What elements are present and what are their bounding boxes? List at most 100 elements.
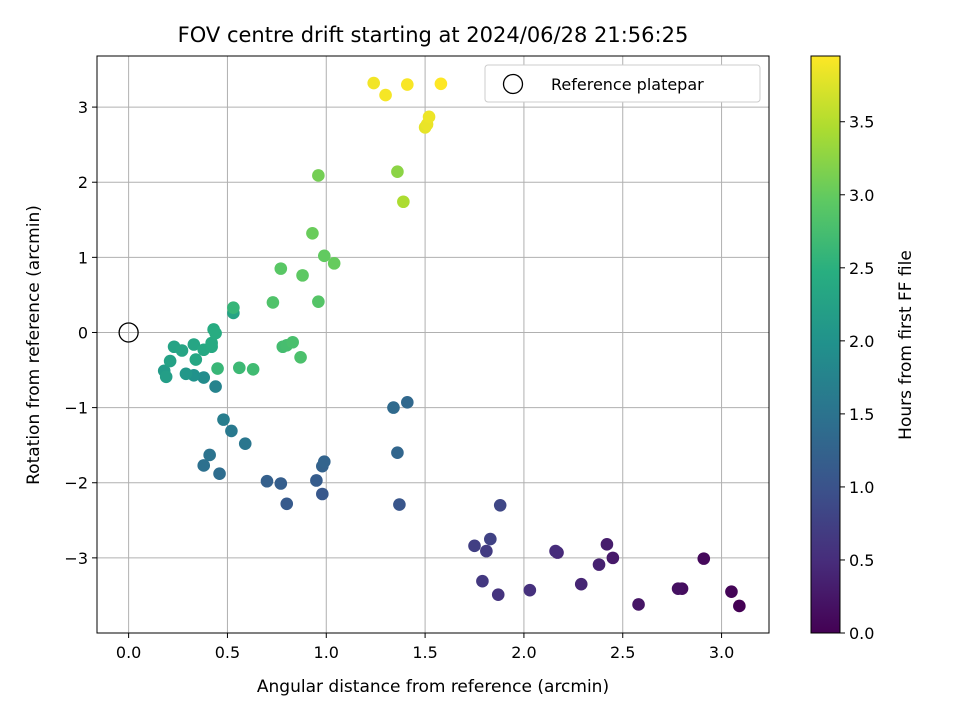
y-tick-label: 0 xyxy=(78,323,88,342)
data-point xyxy=(312,169,325,182)
data-point xyxy=(549,544,562,558)
y-tick-label: −1 xyxy=(64,399,88,418)
y-tick-label: −3 xyxy=(64,549,88,568)
data-point xyxy=(484,532,497,546)
colorbar-tick-label: 3.5 xyxy=(849,113,874,132)
x-tick-label: 1.0 xyxy=(314,643,339,662)
data-point xyxy=(600,538,614,551)
data-point xyxy=(197,459,211,472)
data-point xyxy=(393,498,406,511)
data-point xyxy=(592,558,606,571)
data-points xyxy=(157,76,746,613)
data-point xyxy=(197,371,211,384)
reference-marker xyxy=(118,322,139,343)
data-point xyxy=(225,424,238,438)
y-tick-label: 1 xyxy=(78,248,88,267)
data-point xyxy=(379,88,392,102)
legend: Reference platepar xyxy=(484,64,761,103)
colorbar-tick-label: 2.5 xyxy=(849,259,874,278)
data-point xyxy=(434,77,448,91)
data-point xyxy=(391,165,404,179)
x-axis-label: Angular distance from reference (arcmin) xyxy=(257,677,609,697)
x-tick-label: 2.0 xyxy=(511,643,536,662)
data-point xyxy=(175,344,189,357)
data-point xyxy=(491,588,505,601)
data-point xyxy=(574,577,588,591)
data-point xyxy=(294,350,307,364)
x-axis-ticks: 0.0 0.5 1.0 1.5 2.0 2.5 3.0 xyxy=(116,633,734,662)
chart-title: FOV centre drift starting at 2024/06/28 … xyxy=(178,23,689,47)
data-point xyxy=(227,301,240,314)
colorbar-tick-label: 1.5 xyxy=(849,405,874,424)
data-point xyxy=(316,487,329,501)
data-point xyxy=(217,413,230,426)
colorbar-ticks: 0.0 0.5 1.0 1.5 2.0 2.5 3.0 3.5 xyxy=(840,113,874,643)
data-point xyxy=(480,544,493,558)
data-point xyxy=(468,539,481,553)
data-point xyxy=(312,295,325,308)
data-point xyxy=(211,362,224,375)
plot-frame xyxy=(96,55,770,634)
data-point xyxy=(274,477,288,490)
data-point xyxy=(260,474,274,488)
x-tick-label: 0.5 xyxy=(215,643,240,662)
data-point xyxy=(493,498,507,512)
y-axis-label: Rotation from reference (arcmin) xyxy=(24,205,44,485)
data-point xyxy=(387,401,400,414)
data-point xyxy=(327,257,341,270)
data-point xyxy=(632,598,645,611)
data-point xyxy=(697,552,711,565)
data-point xyxy=(401,396,414,409)
data-point xyxy=(187,338,201,351)
y-tick-label: 3 xyxy=(78,98,88,117)
y-tick-label: 2 xyxy=(78,173,88,192)
data-point xyxy=(296,269,309,282)
colorbar-tick-label: 1.0 xyxy=(849,478,874,497)
data-point xyxy=(306,227,319,240)
colorbar-tick-label: 2.0 xyxy=(849,332,874,351)
data-point xyxy=(317,455,331,469)
data-point xyxy=(205,336,218,350)
data-point xyxy=(397,195,410,209)
x-tick-label: 0.0 xyxy=(116,643,141,662)
x-tick-label: 3.0 xyxy=(709,643,734,662)
legend-reference-marker xyxy=(502,73,524,95)
colorbar-tick-label: 0.5 xyxy=(849,551,874,570)
data-point xyxy=(203,448,216,462)
legend-box xyxy=(484,64,761,103)
data-point xyxy=(401,78,414,91)
x-tick-label: 2.5 xyxy=(610,643,635,662)
data-point xyxy=(671,582,685,595)
colorbar-gradient xyxy=(810,55,841,634)
data-point xyxy=(476,574,489,588)
data-point xyxy=(238,437,252,450)
reference-platepar-marker xyxy=(118,322,139,343)
data-point xyxy=(725,585,738,598)
data-point xyxy=(286,335,299,349)
data-point xyxy=(606,551,620,565)
data-point xyxy=(310,474,323,487)
colorbar-tick-label: 3.0 xyxy=(849,186,874,205)
data-point xyxy=(274,262,288,275)
data-point xyxy=(213,467,226,481)
data-point xyxy=(163,354,177,368)
data-point xyxy=(317,249,331,263)
y-axis-ticks: −3 −2 −1 0 1 2 3 xyxy=(64,98,97,568)
data-point xyxy=(266,296,280,309)
colorbar-tick-label: 0.0 xyxy=(849,624,874,643)
data-point xyxy=(209,380,222,393)
data-point xyxy=(280,497,294,511)
data-point xyxy=(367,76,381,90)
data-point xyxy=(391,446,404,459)
data-point xyxy=(523,583,537,597)
data-point xyxy=(422,110,436,124)
colorbar-label: Hours from first FF file xyxy=(896,250,916,440)
data-point xyxy=(209,326,222,340)
data-point xyxy=(159,370,173,384)
data-point xyxy=(246,362,260,376)
data-point xyxy=(233,361,246,375)
x-tick-label: 1.5 xyxy=(412,643,437,662)
data-point xyxy=(179,367,193,381)
colorbar: 0.0 0.5 1.0 1.5 2.0 2.5 3.0 3.5 Hours from firs… xyxy=(810,55,916,643)
